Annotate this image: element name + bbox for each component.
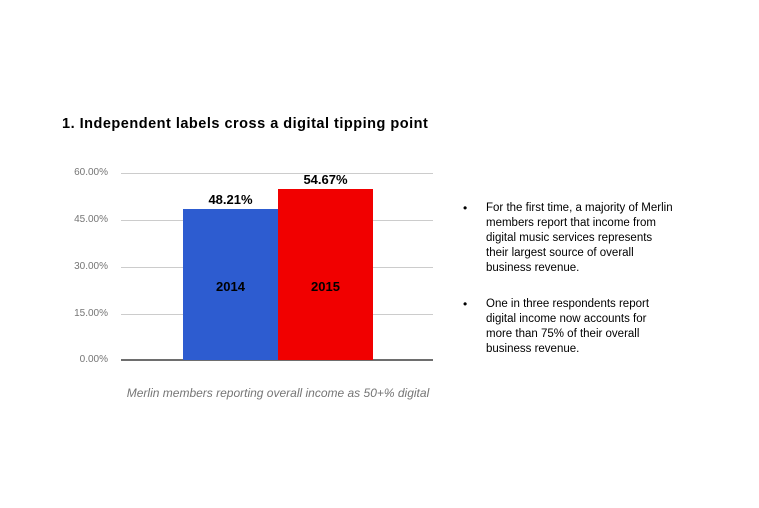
bullet-marker: • [463,297,468,311]
bullet-item: • For the first time, a majority of Merl… [459,201,673,276]
y-tick-label: 60.00% [74,167,108,178]
bar-column-2015: 54.67% [278,172,373,360]
page-title: 1. Independent labels cross a digital ti… [62,116,429,132]
bar-value-label-2015: 54.67% [303,172,348,187]
chart-caption: Merlin members reporting overall income … [126,386,430,400]
y-tick-label: 30.00% [74,261,108,272]
bar-2015 [278,189,373,360]
bar-category-label-2014: 2014 [216,279,245,294]
bar-category-label-2015: 2015 [311,279,340,294]
bullet-item: • One in three respondents report digita… [459,297,673,357]
y-tick-label: 15.00% [74,308,108,319]
y-tick-label: 45.00% [74,214,108,225]
bar-column-2014: 48.21% [183,172,278,360]
y-tick-label: 0.00% [79,354,108,365]
bullet-list: • For the first time, a majority of Merl… [459,201,673,357]
bullet-text: For the first time, a majority of Merlin… [486,202,673,274]
gridline-60 [121,173,433,174]
bar-value-label-2014: 48.21% [208,192,253,207]
bullet-marker: • [463,201,468,215]
bar-2014 [183,209,278,360]
bullet-text: One in three respondents report digital … [486,298,650,355]
x-axis-baseline [121,359,433,361]
